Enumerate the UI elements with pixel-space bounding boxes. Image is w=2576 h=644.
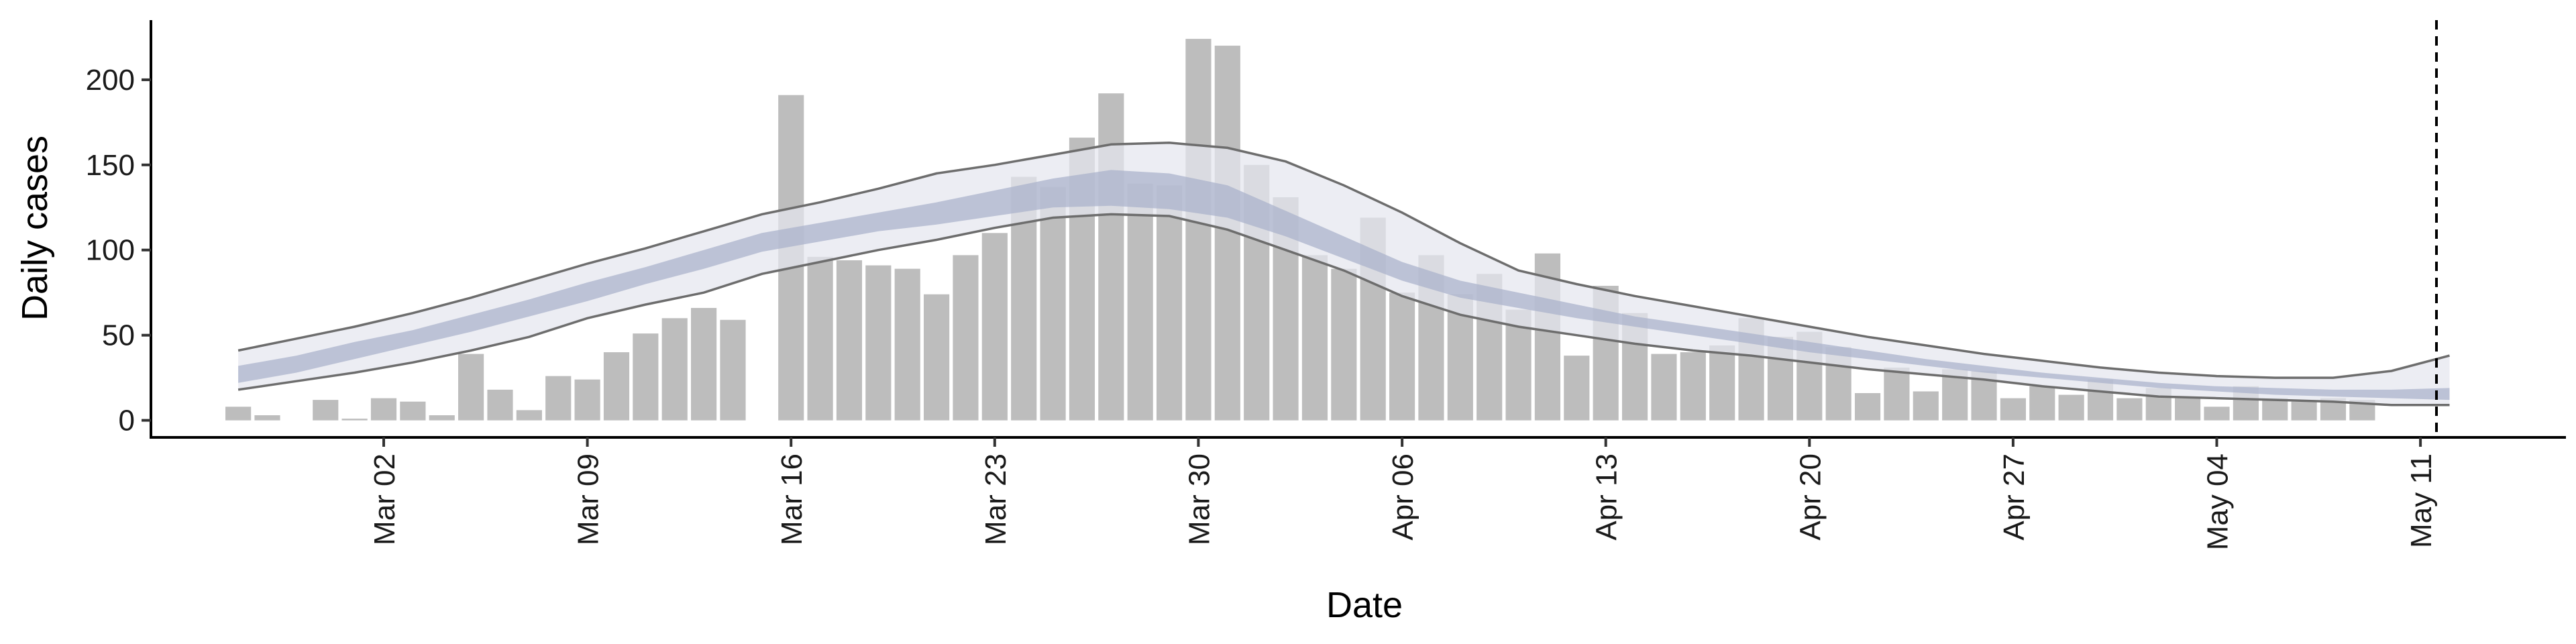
bar <box>924 294 950 421</box>
bar <box>720 319 746 421</box>
bar <box>1680 352 1706 421</box>
bar <box>487 389 513 421</box>
bar <box>1854 392 1881 421</box>
y-tick-label: 100 <box>86 234 135 267</box>
bar <box>2175 398 2201 421</box>
bar <box>1156 185 1183 421</box>
y-tick-label: 200 <box>86 64 135 97</box>
bar <box>836 260 863 421</box>
x-tick-label: Mar 02 <box>368 453 401 545</box>
bar <box>1651 354 1677 421</box>
bar <box>1127 183 1153 421</box>
x-tick-label: Mar 09 <box>572 453 605 545</box>
bar <box>254 415 280 421</box>
y-tick-label: 0 <box>119 405 135 437</box>
bar <box>1389 292 1415 421</box>
bar <box>894 268 920 421</box>
bar <box>545 376 572 421</box>
bar <box>225 407 252 421</box>
bar <box>2116 398 2143 421</box>
bar <box>2058 394 2084 421</box>
bar <box>2262 398 2288 421</box>
bar <box>1040 186 1066 421</box>
bar <box>953 255 979 421</box>
bar <box>516 410 542 421</box>
bar <box>1709 345 1735 421</box>
y-tick-label: 150 <box>86 149 135 182</box>
bar <box>603 352 630 421</box>
bar <box>400 401 426 421</box>
x-tick-label: Apr 27 <box>1998 453 2031 541</box>
bar <box>981 233 1008 421</box>
x-tick-label: May 11 <box>2405 453 2438 548</box>
bar <box>313 400 339 421</box>
bar <box>1913 391 1939 421</box>
bar <box>574 379 600 421</box>
bar <box>661 318 688 421</box>
x-tick-label: Mar 16 <box>775 453 808 545</box>
x-tick-label: Mar 23 <box>979 453 1012 545</box>
bar <box>2204 407 2230 421</box>
bar <box>1185 38 1212 421</box>
x-tick-label: May 04 <box>2202 453 2235 550</box>
bar <box>2291 401 2317 421</box>
bar <box>2029 386 2055 421</box>
x-tick-label: Apr 13 <box>1591 453 1623 541</box>
bar <box>1884 367 1910 421</box>
axes-layer: 0 50 100 150 200 Mar 02 Mar 09 Mar 16 Mar 23 Mar … <box>86 20 2566 550</box>
x-tick-label: Mar 30 <box>1183 453 1216 545</box>
y-tick-label: 50 <box>102 319 135 352</box>
x-tick-label: Apr 06 <box>1387 453 1419 541</box>
x-tick-label: Apr 20 <box>1794 453 1827 541</box>
upper-bound-line <box>237 142 2450 379</box>
lower-bound-line <box>237 213 2450 407</box>
bar <box>429 415 455 421</box>
bar <box>370 398 397 421</box>
bar <box>458 354 484 421</box>
bar <box>341 419 368 421</box>
bar <box>1564 356 1590 421</box>
estimate-lines-layer <box>237 142 2450 407</box>
bar <box>2000 398 2026 421</box>
bar <box>633 333 659 421</box>
bar <box>1098 93 1124 421</box>
x-axis-title: Date <box>1326 585 1403 625</box>
bar <box>1301 255 1328 421</box>
bar <box>691 308 717 421</box>
bar <box>1331 268 1357 421</box>
y-axis-title: Daily cases <box>15 136 55 321</box>
bar <box>807 256 833 421</box>
bar <box>865 265 892 421</box>
